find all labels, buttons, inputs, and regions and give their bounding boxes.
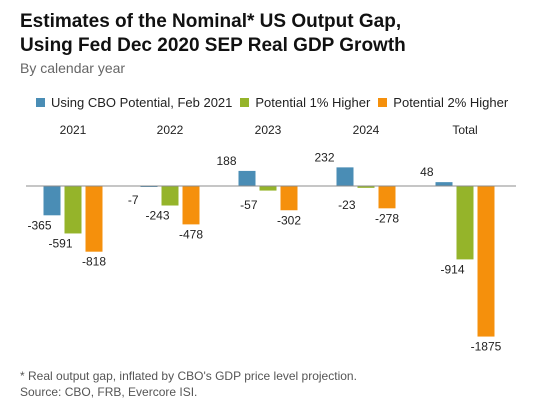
value-label: -478 — [179, 227, 203, 241]
value-label: 188 — [216, 154, 236, 168]
category-label: 2024 — [353, 123, 380, 137]
bar — [435, 182, 453, 186]
legend-item-2pct: Potential 2% Higher — [378, 95, 508, 110]
bar — [238, 170, 256, 186]
chart-legend: Using CBO Potential, Feb 2021 Potential … — [36, 95, 546, 110]
value-label: -914 — [440, 262, 464, 276]
chart-title-line-1: Estimates of the Nominal* US Output Gap, — [20, 11, 402, 32]
value-label: -7 — [128, 193, 139, 207]
chart-subtitle: By calendar year — [20, 60, 126, 76]
value-label: -818 — [82, 255, 106, 269]
legend-label-cbo: Using CBO Potential, Feb 2021 — [51, 95, 233, 110]
value-label: 48 — [420, 165, 434, 179]
bar — [182, 186, 200, 225]
bar — [378, 186, 396, 209]
value-label: -23 — [338, 198, 356, 212]
category-label: 2023 — [255, 123, 282, 137]
value-label: -591 — [48, 236, 72, 250]
bar — [43, 186, 61, 216]
bar — [336, 167, 354, 186]
legend-item-1pct: Potential 1% Higher — [240, 95, 370, 110]
bar — [456, 186, 474, 260]
category-label: 2022 — [157, 123, 184, 137]
legend-item-cbo: Using CBO Potential, Feb 2021 — [36, 95, 232, 110]
legend-label-2pct: Potential 2% Higher — [393, 95, 509, 110]
category-label: 2021 — [60, 123, 87, 137]
bar — [64, 186, 82, 234]
value-label: -278 — [375, 211, 399, 225]
bar — [85, 186, 103, 252]
footnote-source: Source: CBO, FRB, Evercore ISI. — [20, 385, 198, 399]
value-label: -365 — [27, 218, 51, 232]
value-label: -57 — [240, 198, 258, 212]
footnote-note: * Real output gap, inflated by CBO's GDP… — [20, 369, 357, 383]
bar — [357, 186, 375, 188]
footnote: * Real output gap, inflated by CBO's GDP… — [20, 368, 357, 400]
legend-label-1pct: Potential 1% Higher — [255, 95, 371, 110]
bar — [280, 186, 298, 211]
category-label: Total — [452, 123, 477, 137]
legend-swatch-2pct — [378, 98, 388, 107]
chart-title: Estimates of the Nominal* US Output Gap,… — [20, 10, 540, 58]
value-label: 232 — [314, 150, 334, 164]
legend-swatch-1pct — [240, 98, 250, 107]
value-label: -302 — [277, 213, 301, 227]
value-label: -243 — [145, 209, 169, 223]
bar — [161, 186, 179, 206]
bar — [259, 186, 277, 191]
value-label: -1875 — [471, 340, 502, 354]
chart-title-line-2: Using Fed Dec 2020 SEP Real GDP Growth — [20, 35, 406, 56]
bar — [477, 186, 495, 337]
legend-swatch-cbo — [36, 98, 45, 107]
